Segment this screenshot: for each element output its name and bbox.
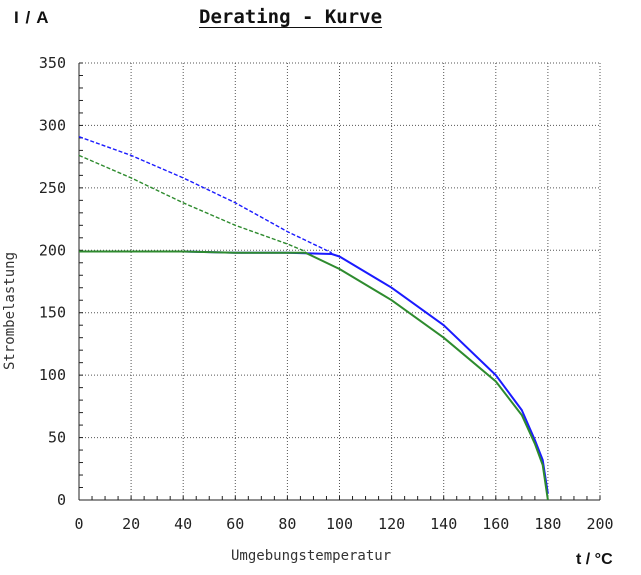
x-tick-label: 120	[378, 515, 405, 533]
x-tick-label: 20	[122, 515, 140, 533]
x-tick-label: 160	[482, 515, 509, 533]
x-tick-label: 100	[326, 515, 353, 533]
x-axis-label: Umgebungstemperatur	[231, 548, 392, 564]
y-tick-label: 50	[48, 429, 66, 447]
x-tick-label: 0	[74, 515, 83, 533]
x-unit-label: t / °C	[576, 551, 613, 568]
x-tick-label: 140	[430, 515, 457, 533]
solid-series-line-2	[79, 250, 549, 494]
y-unit-label: I / A	[14, 8, 50, 27]
y-tick-label: 350	[39, 54, 66, 72]
y-tick-label: 200	[39, 241, 66, 259]
dashed-series-line-1	[78, 154, 306, 253]
y-tick-label: 100	[39, 366, 66, 384]
y-tick-label: 300	[39, 116, 66, 134]
y-tick-label: 150	[39, 304, 66, 322]
dashed-series-line-0	[78, 136, 333, 254]
y-tick-label: 250	[39, 179, 66, 197]
x-tick-label: 200	[586, 515, 613, 533]
x-tick-label: 80	[278, 515, 296, 533]
solid-series-line-3	[79, 250, 549, 501]
tick-labels: 0 20 40 60 80 100 120 140 160 180 200 0 50 100 150 200 2…	[39, 54, 614, 533]
x-tick-label: 40	[174, 515, 192, 533]
y-axis-label: Strombelastung	[2, 251, 18, 370]
y-tick-label: 0	[57, 491, 66, 509]
data-lines	[78, 136, 549, 501]
x-tick-label: 180	[534, 515, 561, 533]
chart-title: Derating - Kurve	[199, 6, 383, 28]
x-tick-label: 60	[226, 515, 244, 533]
grid	[78, 62, 601, 501]
